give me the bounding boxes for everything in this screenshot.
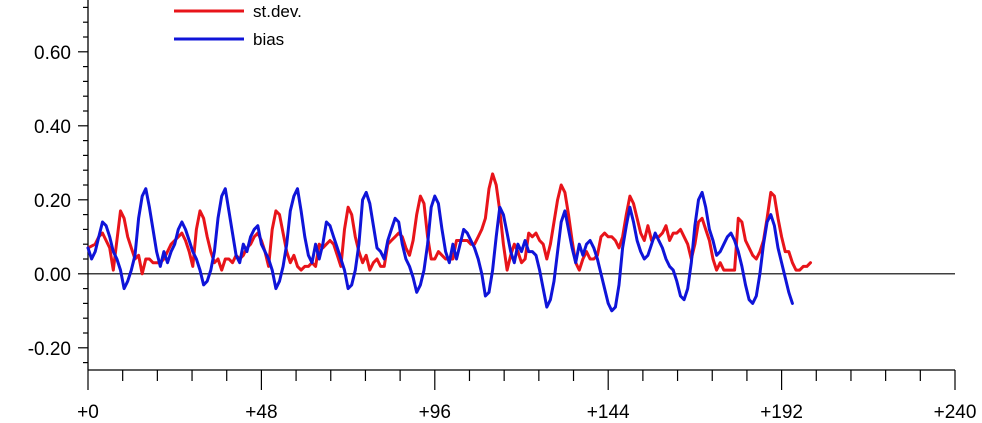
chart-axes: -0.20 0.00 0.20 0.40 0.60 +0 +48 +96 +144 +192 +24… [28,0,977,423]
y-tick-label: -0.20 [28,339,71,360]
x-tick-label: +48 [245,402,277,423]
y-tick-label: 0.00 [34,265,71,286]
x-tick-label: +192 [760,402,803,423]
series-line-bias [86,187,794,313]
legend-label-bias: bias [253,30,284,49]
x-tick-label: +144 [587,402,630,423]
series-layer [86,172,812,313]
chart-legend: st.dev. bias [174,2,302,49]
y-tick-label: 0.60 [34,43,71,64]
y-tick-label: 0.20 [34,191,71,212]
x-tick-label: +96 [419,402,451,423]
y-tick-label: 0.40 [34,117,71,138]
x-tick-label: +240 [934,402,977,423]
x-tick-label: +0 [77,402,99,423]
legend-label-stdev: st.dev. [253,2,302,21]
